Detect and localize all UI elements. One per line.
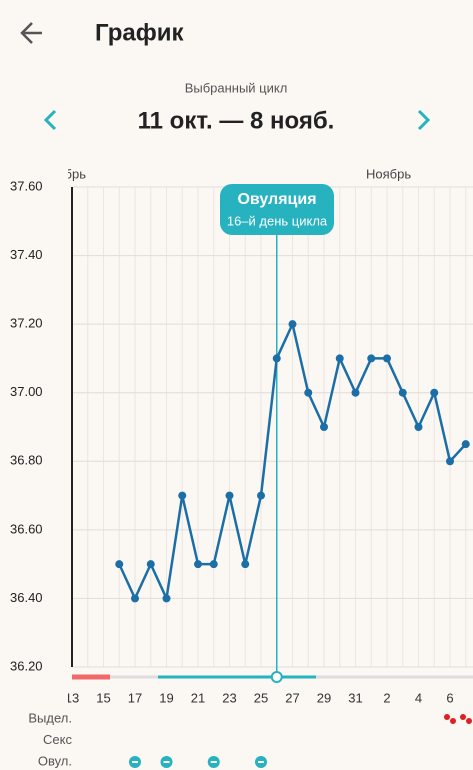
x-tick-label: 31 [348, 690, 362, 705]
chart-scroll[interactable]: Октябрь Ноябрь Овуляция 16–й день цикла 13 15… [36, 166, 473, 768]
ovulation-title: Овуляция [237, 191, 316, 208]
temperature-point [383, 354, 391, 363]
temperature-point [272, 354, 281, 363]
x-tick-label: 27 [285, 690, 299, 705]
row-label: Секс [43, 732, 72, 747]
temperature-point [335, 354, 344, 363]
y-tick-label: 37.40 [10, 247, 43, 262]
month-label: Ноябрь [366, 166, 411, 181]
y-tick-label: 37.60 [10, 178, 43, 193]
x-tick-label: 23 [222, 690, 236, 705]
temperature-point [367, 354, 376, 363]
cycle-caption: Выбранный цикл [185, 80, 288, 95]
row-label: Выдел. [28, 710, 72, 725]
y-tick-label: 36.40 [10, 590, 43, 605]
y-tick-label: 36.80 [10, 453, 43, 468]
temperature-point [131, 594, 139, 603]
temperature-point [209, 560, 218, 569]
prev-cycle[interactable] [43, 109, 57, 131]
temperature-point [304, 388, 313, 397]
x-tick-label: 21 [191, 690, 205, 705]
temperature-point [115, 560, 124, 569]
temperature-point [430, 388, 439, 397]
temperature-point [351, 388, 360, 397]
y-tick-label: 37.20 [10, 316, 43, 331]
back-button[interactable] [20, 22, 42, 44]
ovulation-subtitle: 16–й день цикла [227, 213, 328, 228]
temperature-point [257, 491, 265, 500]
temperature-point [398, 388, 407, 397]
x-tick-label: 19 [159, 690, 173, 705]
temperature-point [178, 491, 187, 500]
temperature-point [461, 440, 470, 449]
temperature-point [320, 423, 328, 431]
x-tick-label: 13 [65, 690, 79, 705]
temperature-point [414, 423, 423, 431]
x-tick-label: 15 [96, 690, 110, 705]
page-title: График [95, 19, 184, 46]
temperature-point [288, 320, 297, 329]
discharge-icon [460, 714, 466, 720]
ovulation-badge [220, 184, 334, 235]
ovulation-dot [270, 671, 283, 683]
y-tick-label: 36.60 [10, 521, 43, 536]
temperature-point [146, 560, 155, 569]
discharge-icon [450, 718, 456, 724]
row-label: Овул. [38, 753, 72, 768]
cycle-range: 11 окт. — 8 нояб. [138, 107, 335, 134]
temperature-point [241, 560, 250, 569]
x-tick-label: 29 [317, 690, 331, 705]
discharge-icon [466, 718, 472, 724]
month-label: Октябрь [36, 166, 87, 181]
next-cycle[interactable] [417, 109, 431, 131]
x-tick-label: 2 [383, 690, 390, 705]
x-tick-label: 17 [128, 690, 142, 705]
x-tick-label: 25 [254, 690, 268, 705]
temperature-point [194, 560, 202, 569]
y-tick-label: 36.20 [10, 658, 43, 673]
x-tick-label: 4 [415, 690, 422, 705]
temperature-point [225, 491, 234, 500]
temperature-point [446, 457, 454, 466]
y-tick-label: 37.00 [10, 384, 43, 399]
x-tick-label: 6 [446, 690, 453, 705]
discharge-icon [444, 714, 450, 720]
temperature-point [162, 594, 171, 603]
